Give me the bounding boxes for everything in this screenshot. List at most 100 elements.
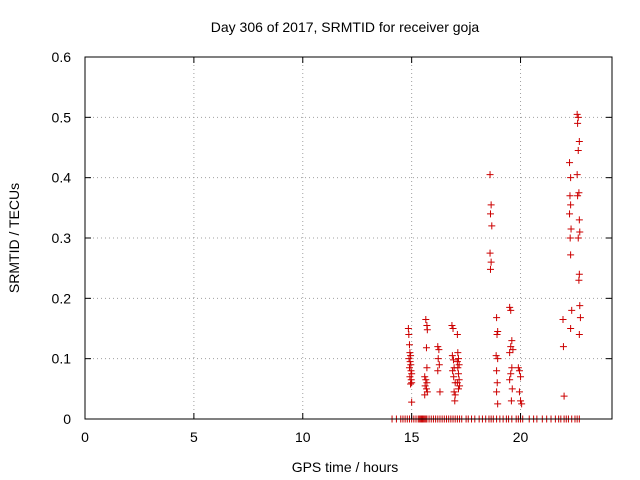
data-point	[451, 391, 459, 399]
data-point	[575, 270, 583, 278]
x-tick-label: 0	[81, 429, 89, 445]
data-point	[508, 337, 516, 345]
data-point	[422, 385, 430, 393]
data-point	[450, 373, 458, 381]
data-point	[493, 379, 501, 387]
data-point	[406, 358, 414, 366]
data-point	[567, 174, 575, 182]
axis-ticks: 0 5 10 15 20 0 0.1 0.2 0.3 0.4 0.5 0.6	[52, 49, 612, 445]
data-point	[408, 379, 416, 387]
data-points	[388, 110, 584, 423]
data-point	[434, 355, 442, 363]
data-point	[449, 325, 457, 332]
data-point	[566, 192, 574, 200]
data-point	[576, 314, 584, 322]
x-tick-label: 15	[404, 429, 420, 445]
data-point	[566, 159, 574, 167]
data-point	[486, 171, 494, 179]
data-point	[566, 210, 574, 218]
data-point	[574, 119, 582, 127]
data-point	[573, 171, 581, 179]
data-point	[574, 147, 582, 155]
data-point	[576, 302, 584, 310]
data-point	[574, 234, 582, 242]
data-point	[405, 341, 413, 349]
data-point	[508, 364, 516, 372]
data-point	[575, 137, 583, 145]
data-point	[517, 373, 525, 381]
data-point	[509, 346, 517, 354]
data-point	[435, 361, 443, 369]
data-point	[423, 379, 431, 387]
data-point	[575, 216, 583, 224]
data-point	[453, 358, 461, 366]
y-tick-label: 0.4	[52, 170, 72, 186]
data-point	[449, 356, 457, 364]
data-point	[454, 355, 462, 363]
data-point	[406, 373, 414, 381]
data-point	[515, 388, 523, 396]
y-tick-label: 0.2	[52, 290, 72, 306]
grid-lines	[85, 57, 612, 419]
data-point	[486, 265, 494, 273]
data-point	[434, 367, 442, 375]
data-point	[515, 367, 523, 375]
data-point	[486, 210, 494, 218]
data-point	[421, 382, 429, 390]
data-point	[507, 370, 515, 378]
data-point	[448, 352, 456, 360]
data-point	[408, 398, 416, 406]
data-point	[567, 201, 575, 209]
data-point	[494, 328, 502, 336]
data-point	[507, 397, 515, 405]
data-point	[407, 352, 415, 360]
data-point	[567, 325, 575, 332]
data-point	[574, 113, 582, 121]
data-point	[514, 364, 522, 372]
y-tick-label: 0.1	[52, 351, 72, 367]
x-tick-label: 10	[295, 429, 311, 445]
data-point	[454, 370, 462, 378]
x-axis-label: GPS time / hours	[292, 459, 399, 475]
data-point	[493, 388, 501, 396]
data-point	[506, 376, 514, 384]
data-point	[407, 367, 415, 375]
data-point	[487, 201, 495, 209]
data-point	[488, 222, 496, 230]
data-point	[492, 352, 500, 360]
data-point	[454, 364, 462, 372]
data-point	[574, 192, 582, 200]
data-point	[436, 388, 444, 396]
data-point	[487, 258, 495, 266]
data-point	[575, 331, 583, 339]
data-point	[575, 189, 583, 197]
data-point	[494, 355, 502, 363]
data-point	[453, 331, 461, 339]
chart-title: Day 306 of 2017, SRMTID for receiver goj…	[211, 19, 480, 35]
plot-frame	[84, 56, 613, 420]
data-point	[575, 276, 583, 284]
data-point	[450, 388, 458, 396]
data-point	[407, 361, 415, 369]
x-tick-label: 20	[513, 429, 529, 445]
data-point	[567, 251, 575, 259]
data-point	[507, 306, 515, 314]
y-axis-label: SRMTID / TECUs	[6, 183, 22, 293]
data-point	[435, 346, 443, 354]
data-point	[493, 331, 501, 339]
data-point	[518, 400, 526, 408]
y-tick-label: 0.5	[52, 109, 72, 125]
data-point	[506, 349, 514, 357]
data-point	[423, 364, 431, 372]
data-point	[559, 315, 567, 323]
data-point	[576, 228, 584, 236]
data-point	[559, 343, 567, 351]
data-point	[494, 400, 502, 408]
data-point	[407, 380, 415, 388]
y-tick-label: 0	[63, 411, 71, 427]
data-point	[568, 306, 576, 314]
data-point	[573, 110, 581, 118]
data-point	[404, 325, 412, 332]
data-point	[508, 385, 516, 393]
